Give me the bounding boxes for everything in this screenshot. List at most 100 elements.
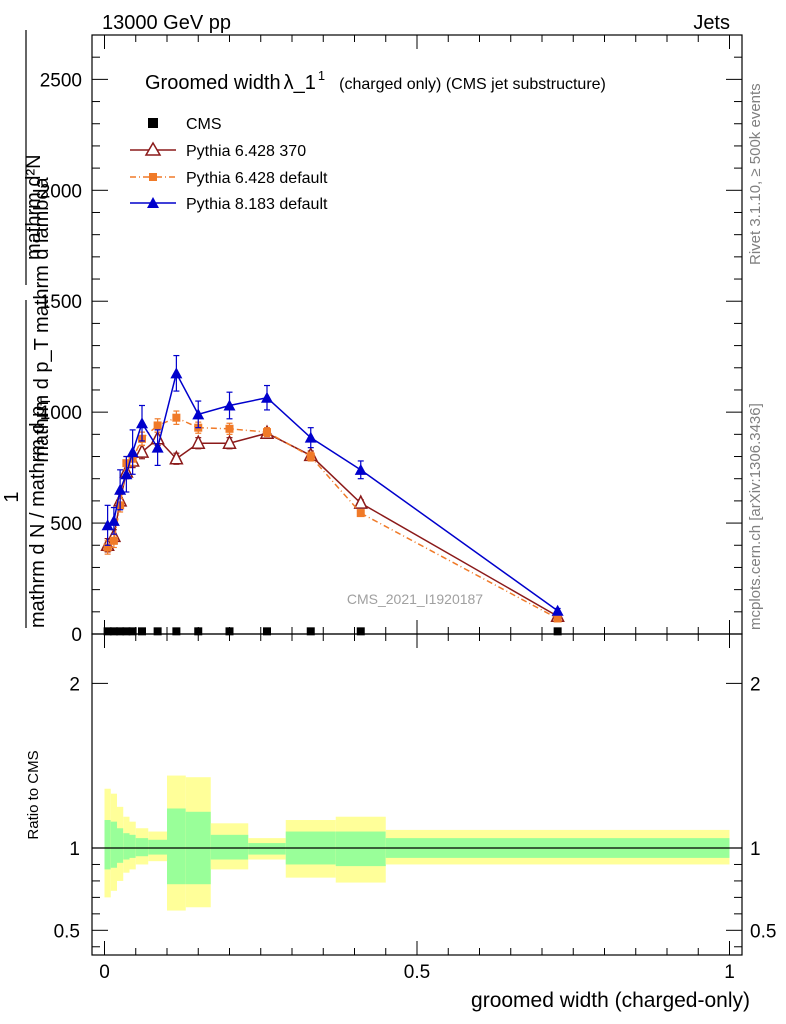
y-tick-label: 0 [71, 625, 82, 646]
data-point [223, 399, 236, 411]
data-point [225, 424, 234, 433]
data-point [553, 614, 562, 623]
data-point [194, 627, 203, 636]
ratio-inner-band [135, 838, 149, 857]
legend-py6-default-marker [149, 173, 157, 181]
mcplots-label: mcplots.cern.ch [arXiv:1306.3436] [747, 403, 764, 630]
series-2 [103, 410, 562, 623]
data-point [225, 627, 234, 636]
legend-cms-label: CMS [186, 116, 222, 133]
data-point [169, 450, 184, 465]
ratio-inner-band [110, 821, 117, 868]
ratio-y-tick-label: 2 [69, 674, 80, 695]
data-point [153, 421, 162, 430]
data-point [222, 434, 237, 449]
data-point [120, 468, 133, 480]
ylabel-left-sub: T [37, 397, 53, 406]
data-point [153, 627, 162, 636]
data-point [306, 452, 315, 461]
series-line [107, 416, 558, 620]
data-point [263, 627, 271, 636]
title-main: Groomed width [145, 72, 281, 94]
ratio-bands [92, 775, 742, 911]
legend-py6-370-label: Pythia 6.428 370 [186, 143, 306, 160]
ratio-inner-band [248, 843, 286, 855]
data-point [114, 483, 127, 495]
data-point [354, 463, 367, 475]
y-tick-label: 1500 [40, 292, 82, 313]
data-point [551, 604, 564, 616]
y-tick-label: 2500 [40, 70, 82, 91]
ratio-inner-band [104, 820, 111, 870]
data-point [138, 627, 146, 636]
x-tick-label: 1 [724, 962, 735, 983]
data-point [356, 627, 365, 636]
data-point [553, 627, 562, 636]
ratio-y-tick-label: 0.5 [54, 921, 80, 942]
rivet-label: Rivet 3.1.10, ≥ 500k events [747, 83, 764, 265]
ratio-inner-band [210, 834, 249, 860]
data-point [136, 417, 148, 429]
header-right: Jets [693, 12, 730, 34]
data-point [263, 428, 271, 437]
data-point [306, 627, 315, 636]
data-point [192, 408, 205, 420]
y-tick-label: 1000 [40, 403, 82, 424]
ratio-axis-ticks [92, 634, 742, 955]
ratio-inner-band [148, 839, 167, 855]
ratio-y-tick-label-right: 2 [750, 674, 761, 695]
series-line [107, 371, 559, 612]
series-3 [101, 354, 564, 616]
ratio-y-axis-label: Ratio to CMS [25, 750, 42, 839]
title-rest: (charged only) (CMS jet substructure) [339, 76, 606, 93]
x-tick-label: 0 [99, 962, 110, 983]
ratio-inner-band [123, 833, 130, 860]
data-point [304, 431, 317, 443]
series-layer [100, 354, 565, 636]
legend: CMS Pythia 6.428 370 Pythia 6.428 defaul… [130, 116, 328, 213]
header-left: 13000 GeV pp [102, 12, 231, 34]
y-tick-label: 2000 [40, 181, 82, 202]
data-point [353, 494, 368, 509]
data-point [172, 627, 181, 636]
ylabel-frac-numerator: mathrm d²N [23, 154, 45, 260]
ylabel-frac-denominator: mathrm d p_T mathrm d lambda [31, 176, 53, 462]
ratio-y-tick-label-right: 0.5 [750, 921, 776, 942]
ylabel-left-text: mathrm d N / mathrm d pT [27, 397, 53, 628]
ratio-inner-band [167, 808, 186, 885]
data-point [356, 509, 365, 518]
ylabel-left-main: mathrm d N / mathrm d p [27, 406, 49, 628]
series-0 [103, 627, 562, 636]
data-point [170, 367, 183, 379]
data-point [191, 434, 206, 449]
ratio-inner-band [335, 831, 386, 867]
plot-title: Groomed width λ_1 1 (charged only) (CMS jet… [145, 68, 606, 94]
data-point [103, 543, 112, 552]
data-point [122, 627, 131, 636]
data-point [107, 514, 120, 526]
x-axis-label: groomed width (charged-only) [471, 989, 750, 1012]
data-point [103, 627, 112, 636]
legend-py8-default-marker [147, 197, 159, 208]
data-point [151, 441, 164, 453]
y-tick-label: 500 [50, 514, 82, 535]
ylabel-one: 1 [1, 491, 23, 502]
legend-py6-370-marker [144, 141, 162, 156]
ratio-x-tick-labels: 0 0.5 1 [99, 962, 735, 983]
ratio-inner-band [129, 834, 136, 858]
ratio-y-tick-labels: 0.5 0.5 1 1 2 2 [54, 674, 777, 942]
series-1 [100, 424, 565, 623]
ratio-y-tick-label: 1 [69, 839, 80, 860]
x-tick-label: 0.5 [404, 962, 430, 983]
legend-py8-default-label: Pythia 8.183 default [186, 196, 328, 213]
ratio-y-tick-label-right: 1 [750, 839, 761, 860]
title-lambda-sup: 1 [318, 68, 325, 83]
main-y-tick-labels: 0 500 1000 1500 2000 2500 [40, 70, 82, 646]
analysis-watermark: CMS_2021_I1920187 [347, 591, 483, 607]
legend-cms-marker [148, 118, 158, 128]
data-point [109, 536, 118, 545]
data-point [126, 446, 139, 458]
data-point [116, 627, 125, 636]
data-point [172, 413, 181, 422]
